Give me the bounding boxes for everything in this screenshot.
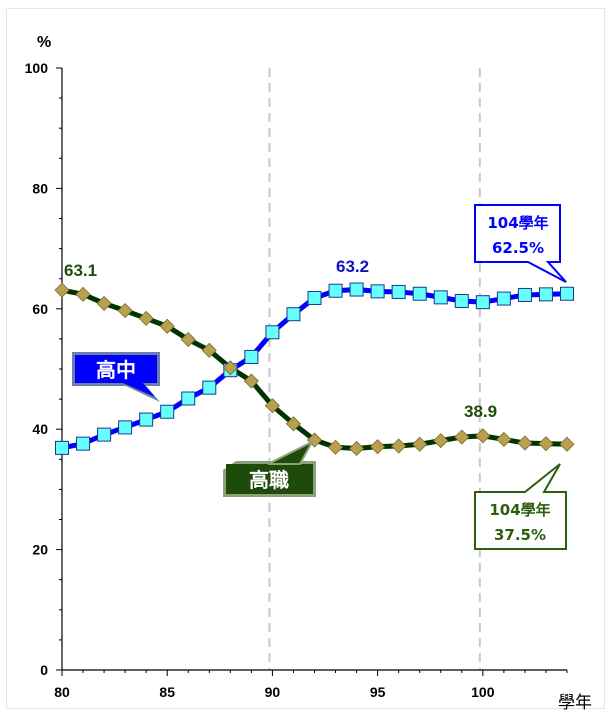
y-tick-label-80: 80 [32, 180, 48, 196]
series-1-point-103 [538, 436, 554, 452]
y-tick-label-60: 60 [32, 301, 48, 317]
axes: 0 20 40 60 80 100 80 85 90 95 100 [25, 60, 568, 700]
x-tick-label-90: 90 [265, 684, 281, 700]
series-1-point-104 [559, 436, 575, 452]
series-1-point-89 [243, 373, 259, 389]
series-0-point-82 [97, 427, 112, 442]
series-0-point-102 [517, 287, 532, 302]
y-tick-label-20: 20 [32, 542, 48, 558]
series-0-point-94 [349, 282, 364, 297]
series-1-point-102 [517, 435, 533, 451]
series-1-point-87 [201, 342, 217, 358]
callout-gaozhong-104: 104學年 62.5% [474, 204, 567, 283]
series-0-point-91 [286, 307, 301, 322]
series-1-point-100 [475, 428, 491, 444]
series-1-point-82 [96, 295, 112, 311]
series-0-point-99 [454, 293, 469, 308]
series-0-point-92 [307, 290, 322, 305]
callout-gaozhi-104: 104學年 37.5% [474, 463, 567, 550]
series-0-point-96 [391, 284, 406, 299]
y-tick-label-100: 100 [25, 60, 49, 76]
svg-text:104學年: 104學年 [489, 501, 550, 519]
series-1-point-97 [412, 436, 428, 452]
x-tick-label-85: 85 [159, 684, 175, 700]
series-0-point-90 [265, 325, 280, 340]
series-1-point-96 [391, 438, 407, 454]
x-tick-label-80: 80 [54, 684, 70, 700]
series-0-point-85 [160, 404, 175, 419]
series-0-point-87 [202, 380, 217, 395]
series-0-point-84 [139, 412, 154, 427]
series-0-point-81 [76, 436, 91, 451]
y-tick-label-0: 0 [40, 662, 48, 678]
x-unit-label: 學年 [558, 693, 592, 710]
series-0-point-86 [181, 391, 196, 406]
y-tick-label-40: 40 [32, 421, 48, 437]
x-tick-label-95: 95 [370, 684, 386, 700]
series-0-point-104 [560, 286, 574, 301]
series-1-point-88 [222, 360, 238, 376]
svg-text:104學年: 104學年 [487, 214, 548, 232]
chart-border [6, 8, 605, 709]
series-0-point-98 [433, 290, 448, 305]
series-1-point-91 [285, 416, 302, 432]
svg-text:62.5%: 62.5% [492, 239, 544, 257]
series-1-point-95 [370, 439, 386, 455]
reference-lines [268, 68, 481, 670]
series-1-point-90 [264, 398, 280, 414]
data-label-gaozhi-80: 63.1 [64, 261, 97, 280]
series-1-point-85 [159, 318, 175, 334]
series-0-point-83 [118, 420, 133, 435]
series-1-point-84 [138, 310, 154, 326]
series-1-point-94 [349, 440, 365, 457]
y-unit-label: % [37, 34, 51, 51]
series-1-point-98 [433, 433, 449, 449]
series-1-point-101 [496, 431, 512, 447]
data-label-gaozhi-100: 38.9 [464, 402, 497, 421]
series-0-point-103 [538, 287, 553, 302]
series-0-point-89 [244, 349, 259, 364]
series-0-point-95 [370, 284, 385, 299]
data-label-gaozhong-94: 63.2 [336, 257, 369, 276]
series-1-point-81 [75, 286, 91, 302]
series-1-point-86 [180, 331, 196, 348]
series-0-point-80 [55, 440, 69, 455]
series-1-point-99 [454, 429, 470, 445]
series-1-point-80 [54, 282, 70, 298]
series-0-point-100 [475, 295, 490, 310]
svg-text:37.5%: 37.5% [494, 526, 546, 544]
svg-text:高中: 高中 [96, 358, 136, 382]
x-tick-label-100: 100 [471, 684, 495, 700]
series-0-point-93 [328, 283, 343, 298]
series-1-point-83 [117, 303, 133, 319]
series-tag-gaozhong: 高中 [72, 352, 160, 402]
svg-text:高職: 高職 [249, 468, 289, 492]
series-tag-gaozhi: 高職 [223, 439, 316, 497]
series-1-point-93 [327, 439, 344, 455]
series-0-point-97 [412, 286, 427, 301]
series-0-point-101 [496, 291, 511, 306]
